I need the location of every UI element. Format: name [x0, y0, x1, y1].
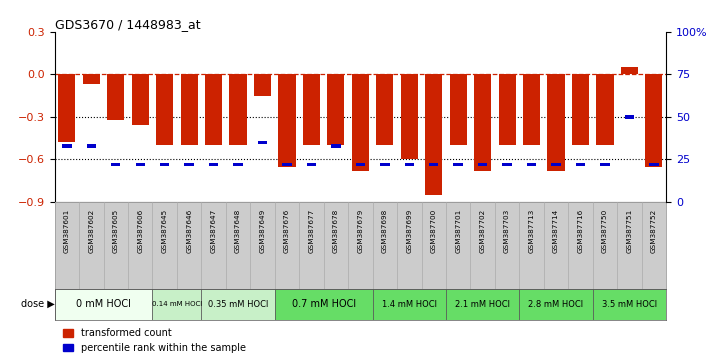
Bar: [519, 289, 593, 320]
Bar: [502, 163, 512, 166]
Bar: [152, 289, 202, 320]
Text: GSM387716: GSM387716: [577, 209, 584, 253]
Text: GSM387703: GSM387703: [504, 209, 510, 253]
Text: GSM387702: GSM387702: [480, 209, 486, 253]
Text: GSM387677: GSM387677: [309, 209, 314, 253]
Bar: [254, 74, 271, 96]
Bar: [454, 163, 463, 166]
Bar: [380, 163, 389, 166]
Bar: [425, 74, 443, 195]
Bar: [596, 74, 614, 145]
Bar: [87, 144, 96, 148]
Text: 2.1 mM HOCl: 2.1 mM HOCl: [455, 299, 510, 309]
Bar: [55, 289, 152, 320]
Text: GSM387750: GSM387750: [602, 209, 608, 253]
Bar: [156, 74, 173, 145]
Text: 0 mM HOCl: 0 mM HOCl: [76, 299, 131, 309]
Text: GSM387752: GSM387752: [651, 209, 657, 253]
Bar: [184, 163, 194, 166]
Text: GSM387606: GSM387606: [137, 209, 143, 253]
Text: GSM387602: GSM387602: [88, 209, 95, 253]
Bar: [282, 163, 292, 166]
Bar: [601, 163, 609, 166]
Bar: [450, 74, 467, 145]
Bar: [274, 289, 373, 320]
Bar: [135, 163, 145, 166]
Bar: [107, 74, 124, 120]
Bar: [111, 163, 120, 166]
Bar: [429, 163, 438, 166]
Bar: [523, 74, 540, 145]
Bar: [132, 74, 149, 125]
Text: 0.7 mM HOCl: 0.7 mM HOCl: [292, 299, 356, 309]
Bar: [551, 163, 561, 166]
Text: GSM387649: GSM387649: [259, 209, 266, 253]
Text: GSM387676: GSM387676: [284, 209, 290, 253]
Text: GSM387646: GSM387646: [186, 209, 192, 253]
Bar: [376, 74, 393, 145]
Bar: [83, 74, 100, 84]
Text: 1.4 mM HOCl: 1.4 mM HOCl: [381, 299, 437, 309]
Bar: [499, 74, 515, 145]
Text: GSM387714: GSM387714: [553, 209, 559, 253]
Bar: [547, 74, 565, 171]
Text: GSM387701: GSM387701: [455, 209, 462, 253]
Text: GSM387601: GSM387601: [64, 209, 70, 253]
Bar: [303, 74, 320, 145]
Bar: [593, 289, 666, 320]
Bar: [527, 163, 537, 166]
Text: GSM387700: GSM387700: [431, 209, 437, 253]
Bar: [405, 163, 414, 166]
Text: GSM387679: GSM387679: [357, 209, 363, 253]
Bar: [576, 163, 585, 166]
Bar: [446, 289, 519, 320]
Bar: [474, 74, 491, 171]
Bar: [181, 74, 198, 145]
Bar: [400, 74, 418, 159]
Text: GSM387645: GSM387645: [162, 209, 167, 253]
Text: GSM387648: GSM387648: [235, 209, 241, 253]
Text: GSM387678: GSM387678: [333, 209, 339, 253]
Bar: [205, 74, 222, 145]
Bar: [278, 74, 296, 166]
Bar: [234, 163, 242, 166]
Text: GSM387713: GSM387713: [529, 209, 534, 253]
Bar: [621, 67, 638, 74]
Text: GSM387751: GSM387751: [626, 209, 633, 253]
Bar: [202, 289, 274, 320]
Text: dose ▶: dose ▶: [20, 299, 55, 309]
Bar: [229, 74, 247, 145]
Bar: [328, 74, 344, 145]
Bar: [645, 74, 662, 166]
Text: GSM387647: GSM387647: [210, 209, 217, 253]
Text: 3.5 mM HOCl: 3.5 mM HOCl: [602, 299, 657, 309]
Text: 0.35 mM HOCl: 0.35 mM HOCl: [208, 299, 268, 309]
Bar: [478, 163, 487, 166]
Bar: [258, 141, 267, 144]
Bar: [160, 163, 170, 166]
Text: GDS3670 / 1448983_at: GDS3670 / 1448983_at: [55, 18, 200, 31]
Bar: [373, 289, 446, 320]
Bar: [356, 163, 365, 166]
Bar: [331, 144, 341, 148]
Text: 2.8 mM HOCl: 2.8 mM HOCl: [529, 299, 584, 309]
Bar: [209, 163, 218, 166]
Text: 0.14 mM HOCl: 0.14 mM HOCl: [151, 301, 202, 307]
Bar: [58, 74, 76, 142]
Bar: [572, 74, 589, 145]
Text: GSM387698: GSM387698: [381, 209, 388, 253]
Bar: [62, 144, 71, 148]
Text: GSM387699: GSM387699: [406, 209, 412, 253]
Legend: transformed count, percentile rank within the sample: transformed count, percentile rank withi…: [60, 324, 250, 354]
Bar: [352, 74, 369, 171]
Bar: [649, 163, 659, 166]
Bar: [625, 115, 634, 119]
Bar: [306, 163, 316, 166]
Text: GSM387605: GSM387605: [113, 209, 119, 253]
